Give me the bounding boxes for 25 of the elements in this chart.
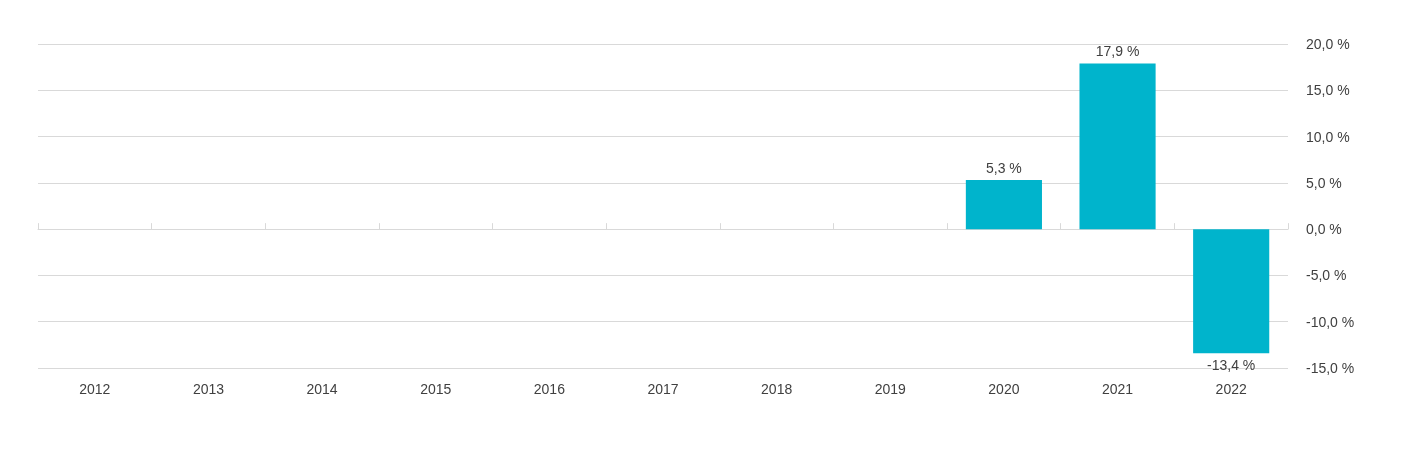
y-tick-label: 10,0 % (1306, 128, 1350, 145)
x-tick-label: 2018 (761, 381, 793, 397)
data-label: -13,4 % (1207, 357, 1256, 374)
x-tick-label: 2013 (192, 381, 225, 397)
x-tick-label: 2022 (1215, 381, 1247, 397)
x-tick-label: 2016 (533, 381, 566, 397)
x-tick-label: 2021 (1101, 381, 1134, 397)
y-tick-label: -10,0 % (1306, 313, 1355, 330)
data-label: 17,9 % (1095, 43, 1140, 60)
x-tick-label: 2020 (988, 381, 1020, 397)
y-tick-label: 20,0 % (1306, 36, 1350, 52)
x-tick-label: 2017 (647, 381, 679, 397)
y-tick-label: 0,0 % (1306, 221, 1342, 238)
y-tick-label: -5,0 % (1306, 267, 1347, 284)
y-tick-label: 5,0 % (1306, 174, 1342, 191)
x-tick-label: 2012 (79, 381, 111, 397)
x-tick-label: 2019 (874, 381, 907, 397)
data-label: 5,3 % (986, 160, 1022, 177)
x-tick-label: 2015 (420, 381, 452, 397)
y-tick-label: -15,0 % (1306, 360, 1355, 376)
bar (965, 180, 1042, 230)
x-tick-label: 2014 (306, 381, 338, 397)
bar (1079, 63, 1156, 230)
y-tick-label: 15,0 % (1306, 82, 1350, 99)
bar (1193, 229, 1270, 354)
